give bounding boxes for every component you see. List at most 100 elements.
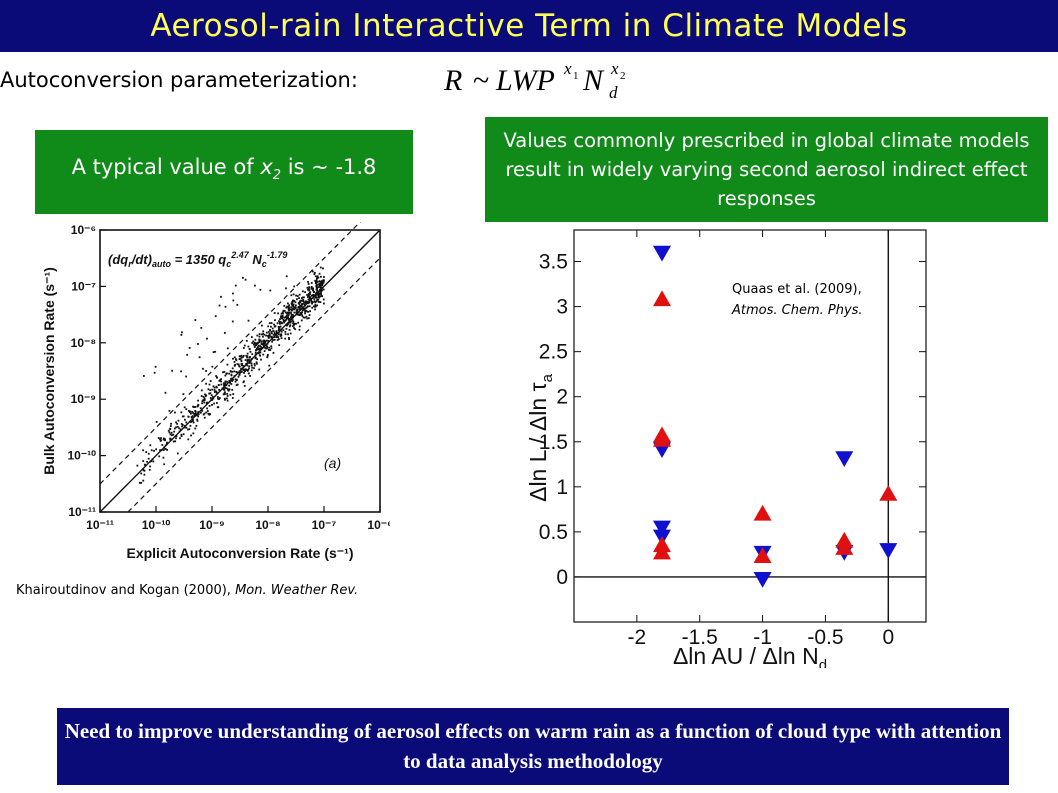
data-point: [202, 413, 205, 416]
data-point: [136, 464, 139, 467]
data-point: [211, 388, 214, 391]
data-point: [313, 305, 315, 308]
data-point: [191, 420, 194, 423]
data-point: [305, 309, 307, 312]
data-point: [254, 344, 257, 347]
data-point: [253, 364, 256, 367]
data-point: [279, 325, 282, 328]
data-point: [187, 438, 190, 441]
data-point: [269, 333, 271, 336]
formula-n-sub: d: [609, 83, 618, 102]
data-point: [282, 312, 284, 315]
data-point: [284, 333, 287, 336]
data-point: [255, 343, 258, 346]
data-point: [159, 449, 161, 452]
data-point: [213, 402, 216, 405]
data-point: [242, 368, 245, 371]
data-point: [286, 305, 289, 308]
data-point: [258, 335, 261, 338]
data-point: [244, 375, 247, 378]
data-point: [147, 452, 150, 455]
data-point: [310, 282, 313, 284]
data-point: [242, 365, 245, 367]
data-point: [263, 333, 266, 336]
data-point: [173, 427, 176, 430]
data-point: [302, 302, 305, 305]
data-point: [319, 285, 321, 288]
data-point: [274, 333, 276, 335]
data-point: [269, 289, 272, 292]
data-point: [285, 275, 288, 278]
data-point: [321, 282, 324, 285]
data-point: [273, 312, 276, 314]
data-point: [317, 283, 320, 286]
data-point: [192, 421, 195, 424]
data-point: [320, 293, 322, 295]
data-point: [245, 369, 248, 371]
data-point: [167, 429, 170, 432]
data-point: [244, 370, 246, 372]
data-point: [246, 355, 249, 358]
data-point: [256, 358, 259, 361]
data-point: [194, 406, 197, 408]
data-point: [177, 419, 180, 422]
data-point: [206, 410, 209, 412]
data-point: [292, 324, 295, 327]
data-point: [142, 479, 145, 482]
data-point: [180, 370, 182, 373]
blue-triangle-marker: [879, 543, 898, 559]
blue-triangle-marker: [653, 520, 671, 537]
data-point: [168, 431, 171, 434]
data-point: [264, 346, 267, 349]
data-point: [180, 333, 183, 336]
data-point: [181, 425, 183, 428]
data-point: [143, 473, 146, 476]
formula-x2-sub: 2: [620, 70, 626, 82]
data-point: [319, 295, 322, 298]
data-point: [293, 285, 296, 288]
data-point: [147, 457, 150, 460]
data-point: [268, 332, 271, 335]
data-point: [266, 345, 269, 348]
data-point: [258, 338, 261, 341]
data-point: [186, 353, 189, 356]
data-point: [282, 320, 285, 323]
data-point: [305, 301, 308, 304]
data-point: [261, 324, 263, 327]
data-point: [155, 448, 158, 451]
data-point: [234, 284, 237, 287]
data-point: [293, 308, 295, 311]
data-point: [157, 437, 160, 439]
formula-x1-sub: 1: [573, 70, 579, 82]
data-point: [270, 330, 273, 333]
data-point: [278, 327, 280, 330]
data-point: [226, 347, 229, 350]
data-point: [280, 316, 282, 318]
data-point: [152, 460, 155, 463]
data-point: [212, 351, 215, 353]
data-point: [280, 317, 283, 320]
data-point: [218, 388, 221, 391]
data-point: [224, 374, 227, 377]
data-point: [271, 340, 274, 343]
data-point: [292, 320, 295, 323]
data-point: [247, 319, 250, 322]
data-point: [234, 358, 237, 361]
data-point: [153, 449, 155, 452]
data-point: [176, 422, 179, 425]
data-point: [316, 290, 319, 292]
data-point: [316, 287, 318, 290]
data-point: [277, 338, 280, 341]
data-point: [194, 427, 197, 430]
data-point: [203, 398, 206, 401]
data-point: [242, 381, 245, 384]
data-point: [197, 415, 200, 418]
data-point: [317, 301, 320, 303]
data-point: [258, 347, 260, 350]
data-point: [308, 305, 311, 308]
data-point: [297, 313, 300, 316]
data-point: [209, 380, 212, 382]
data-point: [226, 380, 228, 383]
data-point: [283, 321, 286, 324]
data-point: [298, 308, 301, 311]
